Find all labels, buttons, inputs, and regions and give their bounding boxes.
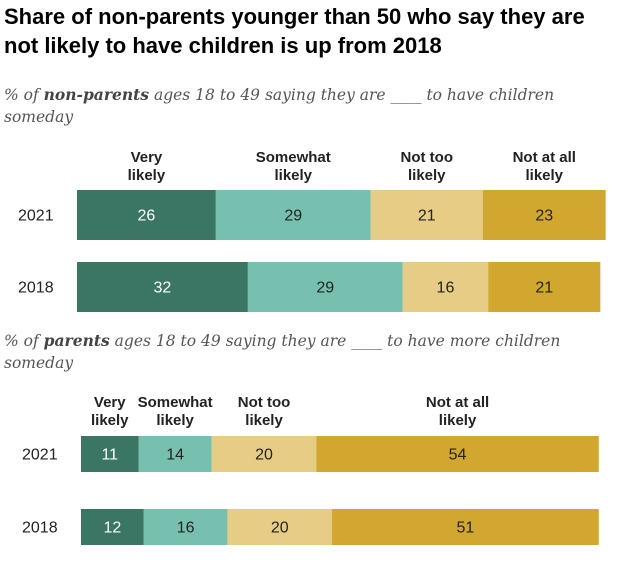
subtitle-non-parents-bold: non-parents [43, 85, 150, 104]
legend-label-3: Not too likely [238, 394, 290, 429]
row-label-2021: 2021 [22, 447, 58, 464]
row-label-2021: 2021 [18, 208, 54, 225]
bar-segment-2021-2 [215, 190, 371, 240]
bar-segment-2021-4 [316, 436, 599, 472]
subtitle-parents-pre: % of [4, 332, 44, 350]
value-label-2018-3: 20 [271, 520, 289, 537]
bar-segment-2021-4 [482, 190, 606, 240]
bar-segment-2018-2 [143, 509, 228, 545]
subtitle-parents: % of parents ages 18 to 49 saying they a… [4, 330, 604, 374]
legend-label-4: Not at all likely [426, 394, 489, 429]
subtitle-non-parents: % of non-parents ages 18 to 49 saying th… [4, 84, 604, 128]
row-label-2018: 2018 [18, 280, 54, 297]
value-label-2018-3: 16 [437, 280, 455, 297]
value-label-2021-4: 54 [449, 447, 467, 464]
value-label-2018-4: 51 [457, 520, 475, 537]
value-label-2018-1: 32 [154, 280, 172, 297]
bar-segment-2021-1 [81, 436, 139, 472]
chart-panel-1: Very likely Somewhat likely Not too likely Not… [18, 149, 606, 312]
subtitle-parents-bold: parents [43, 331, 110, 350]
bar-segment-2021-1 [77, 190, 216, 240]
bar-segment-2021-3 [211, 436, 317, 472]
value-label-2021-3: 21 [418, 208, 436, 225]
legend-label-3: Not too likely [401, 149, 453, 184]
legend-label-2: Somewhat likely [256, 149, 331, 184]
value-label-2021-3: 20 [255, 447, 273, 464]
bar-segment-2018-3 [227, 509, 333, 545]
bar-segment-2018-4 [332, 509, 599, 545]
value-label-2021-4: 23 [535, 208, 553, 225]
subtitle-non-parents-post: ages 18 to 49 saying they are ____ to ha… [4, 86, 555, 126]
bar-segment-2018-2 [247, 262, 403, 312]
value-label-2021-1: 26 [138, 208, 156, 225]
bar-segment-2021-3 [370, 190, 483, 240]
value-label-2018-2: 29 [316, 280, 334, 297]
bar-segment-2018-4 [488, 262, 601, 312]
value-label-2018-2: 16 [177, 520, 195, 537]
chart-panel-2: Very likely Somewhat likely Not too likely Not… [22, 394, 599, 545]
subtitle-parents-post: ages 18 to 49 saying they are ____ to ha… [4, 332, 561, 372]
value-label-2018-1: 12 [103, 520, 121, 537]
row-label-2018: 2018 [22, 520, 58, 537]
subtitle-non-parents-pre: % of [4, 86, 44, 104]
legend-label-1: Very likely [128, 149, 166, 184]
bar-segment-2021-2 [138, 436, 212, 472]
legend-label-2: Somewhat likely [138, 394, 213, 429]
legend-label-1: Very likely [91, 394, 129, 429]
bar-segment-2018-1 [81, 509, 144, 545]
value-label-2021-2: 14 [166, 447, 184, 464]
bar-segment-2018-1 [77, 262, 248, 312]
bar-segment-2018-3 [402, 262, 489, 312]
value-label-2021-2: 29 [284, 208, 302, 225]
value-label-2018-4: 21 [535, 280, 553, 297]
value-label-2021-1: 11 [101, 447, 118, 464]
legend-label-4: Not at all likely [513, 149, 576, 184]
chart-title: Share of non-parents younger than 50 who… [4, 4, 585, 58]
